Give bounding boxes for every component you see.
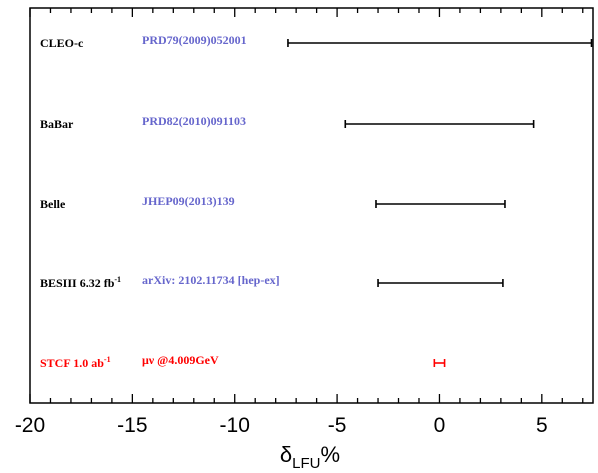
plot-frame [29,7,594,404]
experiment-label: STCF 1.0 ab-1 [40,355,111,370]
experiment-label-superscript: -1 [114,275,121,284]
tick-label: 5 [536,414,548,437]
x-axis-ticks [29,8,584,403]
experiment-label: BaBar [40,117,74,131]
tick-label: 0 [434,414,446,437]
reference-label: PRD82(2010)091103 [142,114,246,128]
experiment-label-superscript: -1 [104,355,111,364]
reference-label: JHEP09(2013)139 [142,194,235,208]
experiment-label: Belle [40,197,66,211]
tick-label: -15 [117,414,147,437]
measurement-row: CLEO-c PRD79(2009)052001 [40,33,593,50]
x-axis-title: δLFU% [280,442,340,472]
experiment-label: BESIII 6.32 fb-1 [40,275,121,290]
reference-label: μν @4.009GeV [142,353,219,367]
experiment-label: CLEO-c [40,36,84,50]
tick-label: -10 [220,414,250,437]
x-axis-title-base: δ [280,442,292,467]
reference-label: PRD79(2009)052001 [142,33,247,47]
x-axis-title-suffix: % [321,442,341,467]
measurement-rows: CLEO-c PRD79(2009)052001 BaBar PRD82(2010)0… [40,33,593,370]
tick-label: -5 [328,414,347,437]
reference-label: arXiv: 2102.11734 [hep-ex] [142,273,280,287]
x-axis-title-sub: LFU [292,455,320,472]
measurement-row: STCF 1.0 ab-1 μν @4.009GeV [40,353,446,370]
measurement-row: BESIII 6.32 fb-1 arXiv: 2102.11734 [hep-e… [40,273,504,290]
measurement-row: BaBar PRD82(2010)091103 [40,114,535,131]
measurement-row: Belle JHEP09(2013)139 [40,194,506,211]
x-axis-tick-labels: -20 -15 -10 -5 0 5 [15,414,548,437]
tick-label: -20 [15,414,45,437]
